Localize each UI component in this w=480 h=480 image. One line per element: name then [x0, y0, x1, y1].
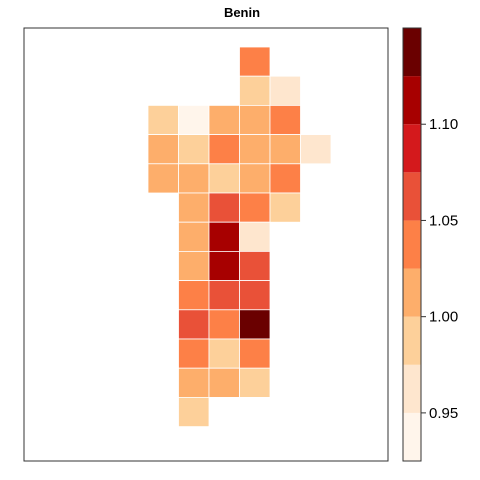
legend-swatch-8	[403, 28, 421, 77]
heatmap-cell-14	[147, 163, 179, 194]
heatmap-cell-29	[178, 280, 210, 311]
legend-tick-label-1: 1.00	[429, 309, 458, 326]
legend-swatch-1	[403, 364, 421, 413]
heatmap-cell-28	[239, 250, 271, 281]
heatmap-cell-18	[269, 163, 301, 194]
heatmap-cell-33	[208, 309, 240, 340]
heatmap-cell-11	[239, 134, 271, 165]
legend-swatch-2	[403, 316, 421, 365]
heatmap-cell-0	[239, 46, 271, 77]
heatmap-cell-41	[178, 396, 210, 427]
heatmap-cell-5	[208, 105, 240, 136]
legend-swatch-5	[403, 172, 421, 221]
heatmap-cell-6	[239, 105, 271, 136]
heatmap-cell-39	[208, 367, 240, 398]
chart-title: Benin	[224, 5, 260, 20]
heatmap-cell-13	[300, 134, 332, 165]
heatmap-cell-1	[239, 75, 271, 106]
heatmap-cell-19	[178, 192, 210, 223]
heatmap-cell-20	[208, 192, 240, 223]
heatmap-cell-37	[239, 338, 271, 369]
heatmap-cell-4	[178, 105, 210, 136]
heatmap-cell-40	[239, 367, 271, 398]
heatmap-cell-21	[239, 192, 271, 223]
heatmap-cell-7	[269, 105, 301, 136]
heatmap-cell-2	[269, 75, 301, 106]
heatmap-cell-23	[178, 221, 210, 252]
heatmap-cell-35	[178, 338, 210, 369]
heatmap-cell-34	[239, 309, 271, 340]
heatmap-cell-3	[147, 105, 179, 136]
legend-swatch-6	[403, 124, 421, 173]
heatmap-cell-12	[269, 134, 301, 165]
heatmap-cell-25	[239, 221, 271, 252]
heatmap-cells	[147, 46, 332, 427]
heatmap-cell-36	[208, 338, 240, 369]
heatmap-cell-10	[208, 134, 240, 165]
heatmap-cell-31	[239, 280, 271, 311]
heatmap-cell-26	[178, 250, 210, 281]
heatmap-cell-24	[208, 221, 240, 252]
legend-tick-label-0: 0.95	[429, 405, 458, 422]
legend-swatch-4	[403, 220, 421, 269]
plot-area-frame	[23, 27, 389, 462]
legend-frame	[402, 27, 422, 462]
legend-swatch-0	[403, 412, 421, 461]
legend-swatch-3	[403, 268, 421, 317]
heatmap-cell-38	[178, 367, 210, 398]
heatmap-cell-16	[208, 163, 240, 194]
heatmap-cell-17	[239, 163, 271, 194]
heatmap-cell-32	[178, 309, 210, 340]
heatmap-cell-22	[269, 192, 301, 223]
heatmap-cell-8	[147, 134, 179, 165]
heatmap-cell-30	[208, 280, 240, 311]
legend-swatch-7	[403, 76, 421, 125]
heatmap-cell-9	[178, 134, 210, 165]
heatmap-cell-15	[178, 163, 210, 194]
legend-tick-label-2: 1.05	[429, 212, 458, 229]
heatmap-cell-27	[208, 250, 240, 281]
legend-tick-label-3: 1.10	[429, 116, 458, 133]
color-legend: 0.95 1.00 1.05 1.10	[402, 27, 458, 462]
